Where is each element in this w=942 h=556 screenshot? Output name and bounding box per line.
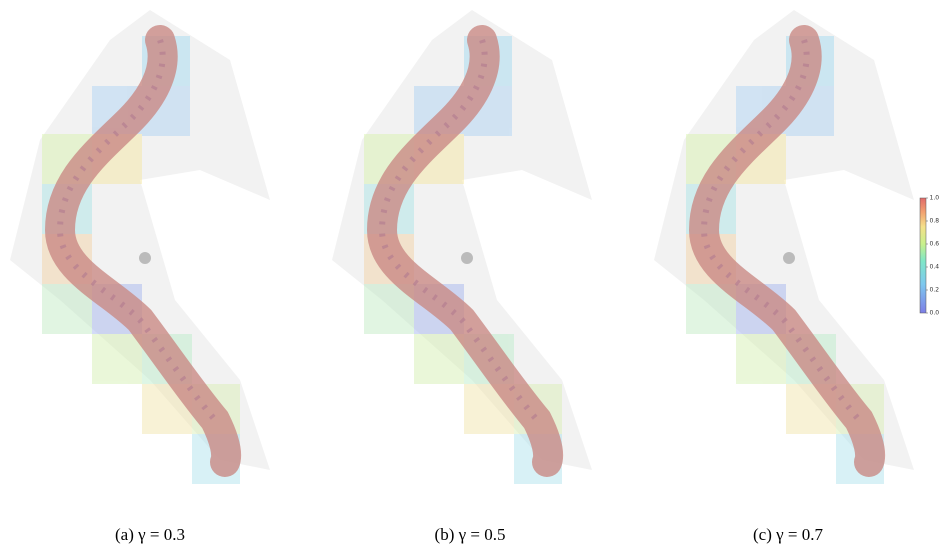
caption: (b) γ = 0.5: [435, 525, 506, 544]
colorbar-tick-label: 0.0: [930, 310, 940, 317]
colorbar-tick-label: 0.8: [930, 218, 940, 225]
caption: (c) γ = 0.7: [753, 525, 823, 544]
figure: (a) γ = 0.3 (b) γ = 0.5 (c) γ = 0.7 0.0 0…: [0, 0, 942, 556]
colorbar-tick-label: 0.2: [930, 287, 940, 294]
colorbar-tick-label: 0.6: [930, 241, 940, 248]
colorbar: [920, 198, 926, 313]
colorbar-tick-label: 0.4: [930, 264, 940, 271]
heatmap-image: [10, 10, 270, 484]
heatmap-image: [332, 10, 592, 484]
heatmap-image: [654, 10, 914, 484]
colorbar-tick-label: 1.0: [930, 195, 940, 202]
caption: (a) γ = 0.3: [115, 525, 185, 544]
